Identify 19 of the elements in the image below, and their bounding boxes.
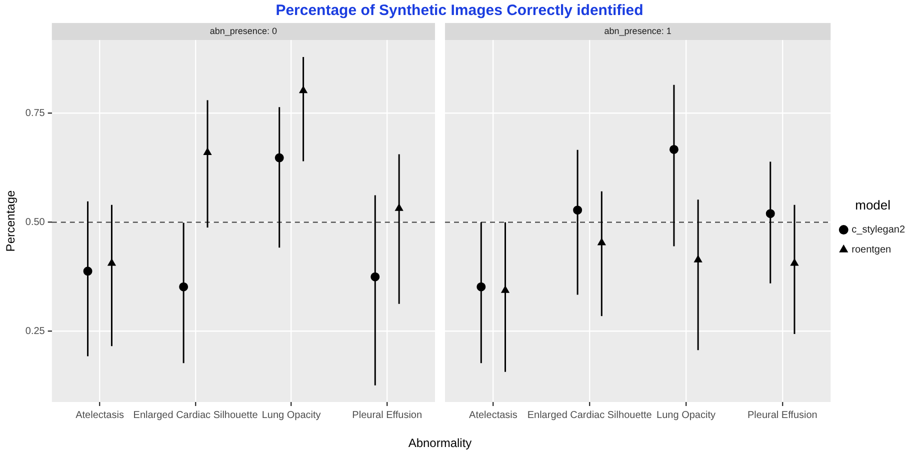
y-tick-label: 0.50 [25, 217, 46, 228]
x-tick-label: Pleural Effusion [352, 410, 422, 421]
x-tick-label: Lung Opacity [656, 410, 716, 421]
y-tick-label: 0.25 [25, 326, 46, 338]
legend-label: roentgen [852, 244, 892, 256]
legend-label: c_stylegan2 [852, 224, 906, 236]
y-axis-title: Percentage [4, 190, 18, 252]
chart-subtitle: abn_presence: 1 [604, 26, 672, 36]
x-tick-label: Atelectasis [76, 410, 124, 421]
x-tick-label: Atelectasis [469, 410, 518, 421]
chart-title: Percentage of Synthetic Images Correctly identified [274, 2, 644, 19]
y-tick-label: 0.75 [25, 108, 46, 120]
x-tick-label: Enlarged Cardiac Silhouette [133, 410, 258, 421]
x-tick-label: Lung Opacity [262, 410, 321, 421]
x-tick-label: Pleural Effusion [747, 410, 818, 421]
x-tick-label: Enlarged Cardiac Silhouette [527, 410, 652, 421]
chart-subtitle: abn_presence: 0 [210, 26, 277, 36]
legend-title: model [855, 197, 891, 212]
x-axis-title: Abnormality [407, 436, 473, 450]
